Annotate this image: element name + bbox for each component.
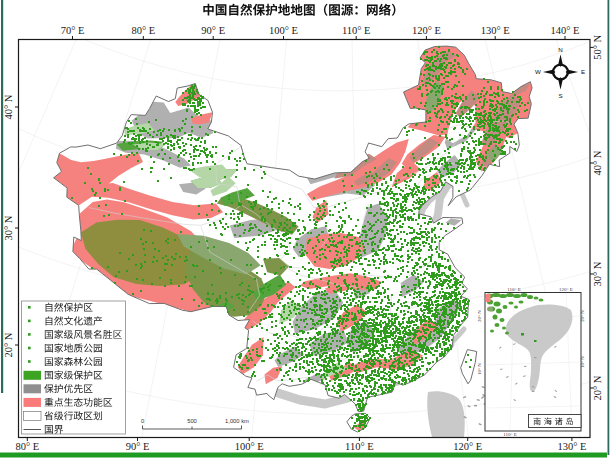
svg-text:70° E: 70° E	[61, 25, 85, 36]
svg-text:120° E: 120° E	[412, 25, 441, 36]
svg-text:90° E: 90° E	[126, 441, 150, 452]
svg-text:120° E: 120° E	[559, 287, 573, 292]
svg-text:0: 0	[141, 418, 144, 424]
svg-text:90° E: 90° E	[201, 25, 225, 36]
svg-text:W: W	[535, 68, 541, 75]
svg-text:80° E: 80° E	[131, 25, 155, 36]
svg-text:80° E: 80° E	[15, 441, 39, 452]
svg-text:130° E: 130° E	[481, 25, 510, 36]
svg-text:E: E	[581, 68, 585, 75]
svg-text:110° E: 110° E	[507, 287, 521, 292]
svg-text:100° E: 100° E	[235, 441, 264, 452]
svg-text:10° N: 10° N	[580, 356, 585, 368]
svg-text:40° N: 40° N	[3, 94, 14, 119]
svg-text:140° E: 140° E	[551, 25, 580, 36]
svg-text:500: 500	[187, 418, 197, 424]
svg-text:120° E: 120° E	[453, 441, 482, 452]
svg-text:50° N: 50° N	[592, 35, 603, 60]
svg-text:130° E: 130° E	[557, 441, 586, 452]
svg-text:30° N: 30° N	[3, 215, 14, 240]
svg-text:20° N: 20° N	[592, 375, 603, 400]
svg-text:20° N: 20° N	[477, 310, 482, 322]
svg-text:110° E: 110° E	[503, 432, 517, 437]
svg-text:100° E: 100° E	[269, 25, 298, 36]
svg-text:10° N: 10° N	[477, 363, 482, 375]
svg-text:40° N: 40° N	[592, 150, 603, 175]
svg-text:20° N: 20° N	[3, 332, 14, 357]
svg-text:1,000 km: 1,000 km	[225, 418, 249, 424]
svg-text:110° E: 110° E	[345, 441, 374, 452]
svg-text:N: N	[558, 46, 562, 53]
svg-text:S: S	[558, 92, 562, 99]
svg-text:20° N: 20° N	[580, 310, 585, 322]
svg-text:110° E: 110° E	[342, 25, 371, 36]
svg-text:30° N: 30° N	[592, 261, 603, 286]
